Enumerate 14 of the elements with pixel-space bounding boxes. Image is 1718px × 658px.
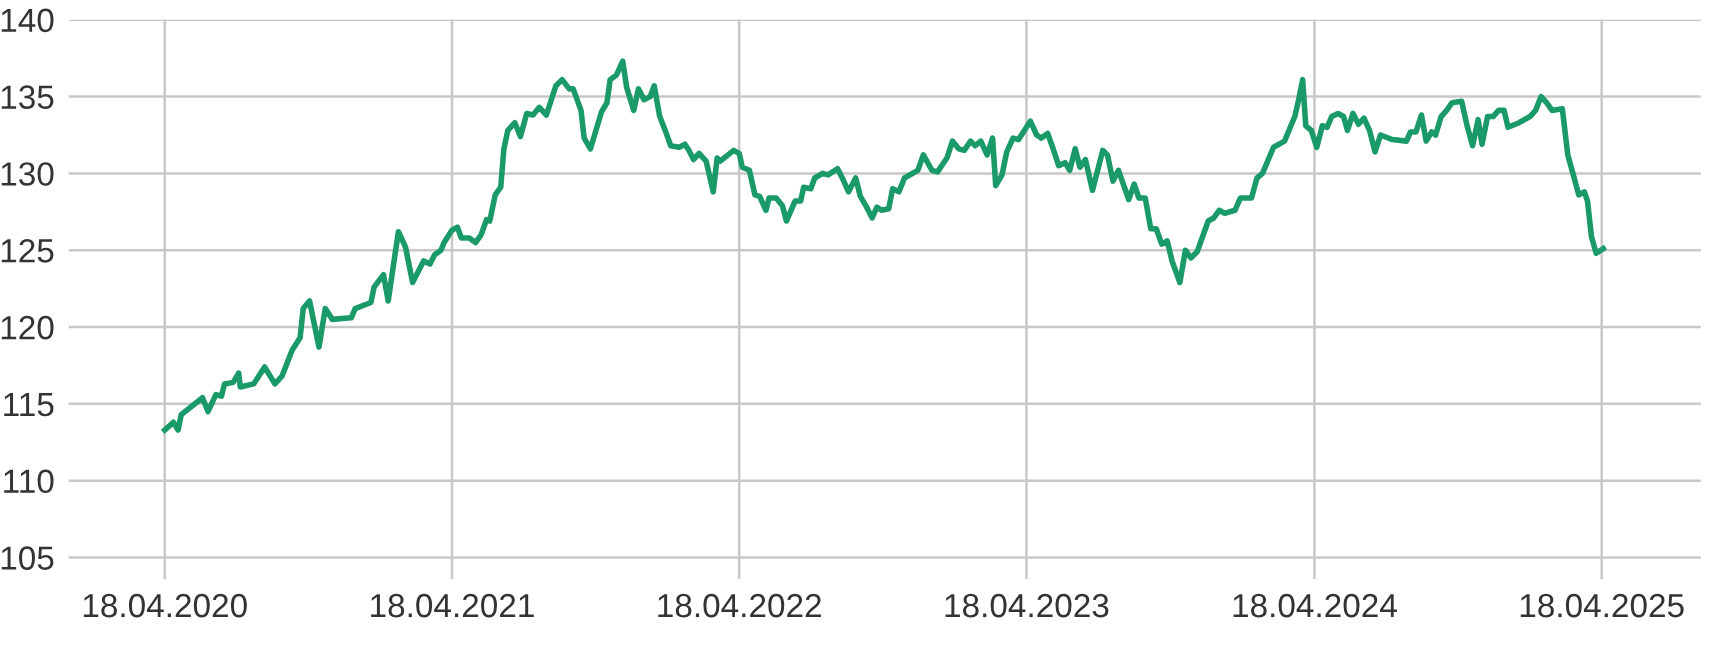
x-tick-label: 18.04.2025 bbox=[1520, 593, 1684, 618]
x-tick-label: 18.04.2024 bbox=[1233, 593, 1397, 618]
y-tick-label: 110 bbox=[4, 469, 54, 494]
y-tick-label: 115 bbox=[4, 393, 54, 417]
x-tick-label: 18.04.2023 bbox=[945, 593, 1109, 618]
x-tick-label: 18.04.2021 bbox=[371, 593, 534, 618]
y-tick-label: 125 bbox=[1, 239, 54, 263]
x-tick-label: 18.04.2022 bbox=[658, 593, 821, 618]
y-tick-label: 135 bbox=[1, 85, 54, 109]
y-tick-label: 130 bbox=[1, 162, 54, 186]
y-tick-label: 120 bbox=[1, 315, 54, 340]
x-tick-label: 18.04.2020 bbox=[83, 593, 247, 618]
y-tick-label: 105 bbox=[1, 546, 54, 570]
y-tick-label: 140 bbox=[1, 8, 54, 33]
